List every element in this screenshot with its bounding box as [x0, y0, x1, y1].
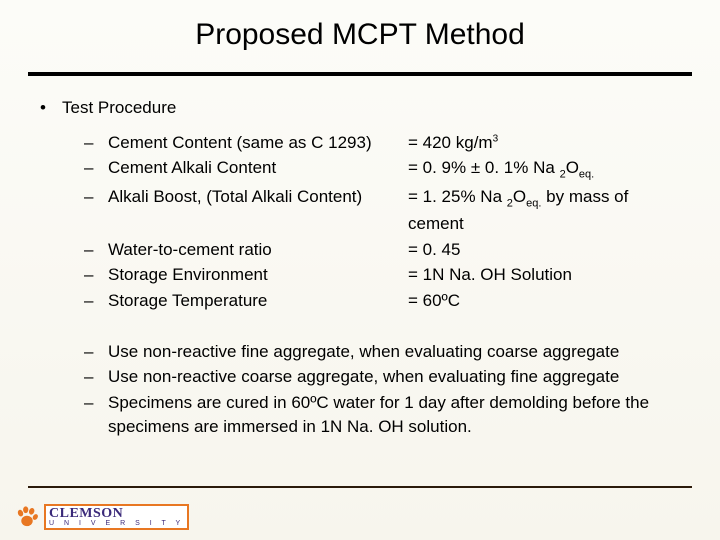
param-label: Cement Content (same as C 1293): [108, 131, 408, 156]
paw-icon: [14, 504, 40, 530]
param-label: Storage Environment: [108, 263, 408, 288]
param-value: = 0. 9% ± 0. 1% Na 2Oeq.: [408, 156, 594, 183]
dash-icon: –: [84, 185, 108, 210]
content-area: • Test Procedure – Cement Content (same …: [0, 76, 720, 440]
param-value: = 60ºC: [408, 289, 460, 314]
list-item: – Use non-reactive fine aggregate, when …: [84, 340, 680, 365]
slide-title: Proposed MCPT Method: [0, 0, 720, 64]
section-heading: Test Procedure: [62, 96, 176, 121]
slide: Proposed MCPT Method • Test Procedure – …: [0, 0, 720, 540]
list-item: – Alkali Boost, (Total Alkali Content) =…: [84, 185, 680, 237]
note-text: Specimens are cured in 60ºC water for 1 …: [108, 391, 680, 440]
footer-rule: [28, 486, 692, 488]
list-item: – Storage Environment = 1N Na. OH Soluti…: [84, 263, 680, 288]
param-label: Cement Alkali Content: [108, 156, 408, 181]
list-item: – Specimens are cured in 60ºC water for …: [84, 391, 680, 440]
list-item: – Use non-reactive coarse aggregate, whe…: [84, 365, 680, 390]
notes-list: – Use non-reactive fine aggregate, when …: [40, 340, 680, 441]
dash-icon: –: [84, 340, 108, 365]
list-item: – Cement Alkali Content = 0. 9% ± 0. 1% …: [84, 156, 680, 183]
dash-icon: –: [84, 156, 108, 181]
note-text: Use non-reactive fine aggregate, when ev…: [108, 340, 680, 365]
logo-sub: U N I V E R S I T Y: [49, 520, 184, 527]
section-bullet: • Test Procedure: [40, 96, 680, 121]
clemson-wordmark: CLEMSON U N I V E R S I T Y: [44, 504, 189, 530]
logo-name: CLEMSON: [49, 507, 184, 521]
param-label: Storage Temperature: [108, 289, 408, 314]
param-value: = 1N Na. OH Solution: [408, 263, 572, 288]
param-label: Alkali Boost, (Total Alkali Content): [108, 185, 408, 210]
note-text: Use non-reactive coarse aggregate, when …: [108, 365, 680, 390]
bullet-dot-icon: •: [40, 96, 62, 121]
clemson-logo: CLEMSON U N I V E R S I T Y: [14, 504, 189, 530]
dash-icon: –: [84, 289, 108, 314]
param-value: = 0. 45: [408, 238, 460, 263]
list-item: – Cement Content (same as C 1293) = 420 …: [84, 131, 680, 156]
dash-icon: –: [84, 263, 108, 288]
param-value: = 420 kg/m3: [408, 131, 498, 156]
dash-icon: –: [84, 391, 108, 416]
param-label: Water-to-cement ratio: [108, 238, 408, 263]
dash-icon: –: [84, 365, 108, 390]
parameter-list: – Cement Content (same as C 1293) = 420 …: [40, 131, 680, 314]
dash-icon: –: [84, 238, 108, 263]
list-item: – Storage Temperature = 60ºC: [84, 289, 680, 314]
dash-icon: –: [84, 131, 108, 156]
list-item: – Water-to-cement ratio = 0. 45: [84, 238, 680, 263]
param-value: = 1. 25% Na 2Oeq. by mass of cement: [408, 185, 680, 237]
